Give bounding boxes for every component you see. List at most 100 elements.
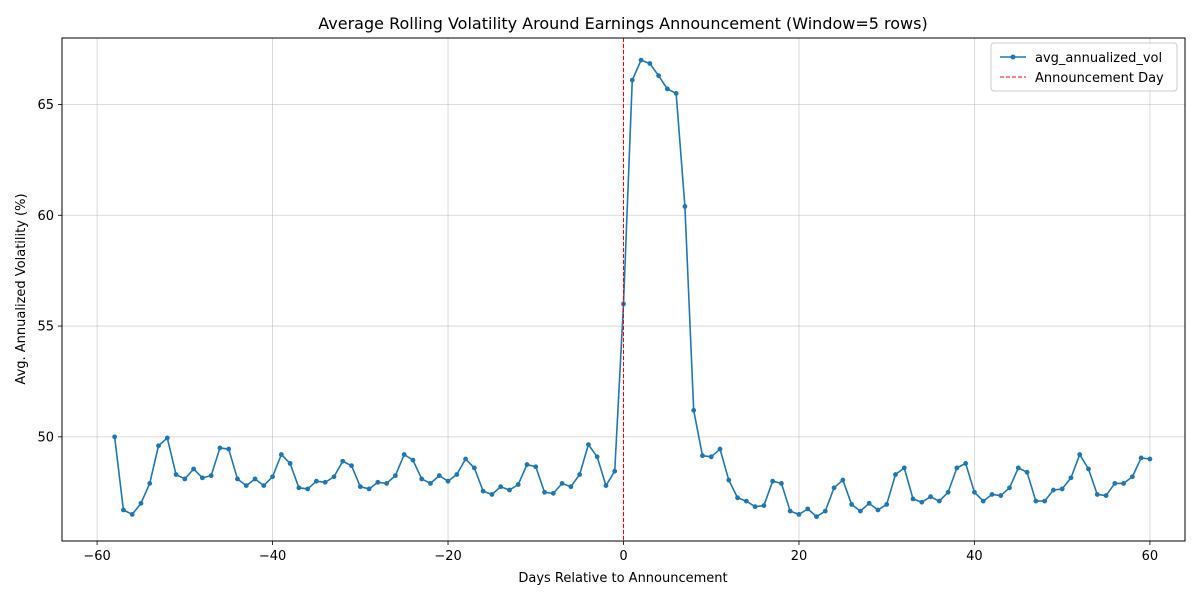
data-point	[647, 61, 653, 66]
data-point	[182, 476, 188, 482]
data-point	[726, 477, 732, 483]
y-tick-label: 55	[37, 320, 54, 335]
y-tick-label: 60	[37, 209, 54, 224]
data-point	[261, 483, 267, 488]
x-axis-label: Days Relative to Announcement	[518, 571, 727, 586]
data-point	[717, 446, 723, 452]
legend-label-announcement: Announcement Day	[1035, 71, 1164, 86]
data-point	[893, 472, 898, 477]
data-point	[708, 454, 714, 460]
data-point	[779, 480, 784, 486]
data-point	[664, 86, 670, 92]
data-point	[849, 502, 855, 507]
data-point	[428, 480, 433, 486]
data-point	[384, 480, 390, 486]
data-point	[1121, 480, 1126, 486]
plot-area	[112, 38, 1153, 541]
data-point	[226, 446, 232, 452]
data-point	[550, 490, 556, 496]
data-point	[936, 498, 942, 504]
data-point	[735, 495, 740, 501]
data-point	[1024, 469, 1030, 475]
data-point	[243, 483, 249, 488]
data-point	[814, 514, 819, 520]
data-point	[1112, 480, 1118, 486]
data-point	[743, 498, 749, 504]
data-point	[594, 454, 600, 460]
data-point	[963, 461, 969, 466]
data-point	[629, 77, 635, 83]
data-point	[533, 464, 539, 470]
data-point	[296, 485, 302, 491]
data-point	[287, 461, 293, 466]
plot-frame	[61, 37, 1186, 542]
data-point	[954, 465, 960, 471]
data-point	[919, 499, 925, 505]
data-point	[1033, 498, 1039, 504]
data-point	[252, 476, 258, 482]
x-tick-label: −60	[83, 549, 110, 564]
data-point	[805, 506, 811, 512]
data-point	[489, 492, 495, 497]
data-point	[340, 458, 346, 464]
series-line	[113, 59, 1151, 518]
data-point	[112, 434, 118, 440]
data-point	[901, 465, 907, 471]
data-point	[498, 484, 504, 490]
data-point	[1007, 485, 1012, 491]
data-point	[822, 508, 828, 514]
data-point	[1094, 492, 1100, 497]
legend: avg_annualized_vol Announcement Day	[990, 42, 1178, 92]
data-point	[278, 452, 284, 457]
data-point	[1051, 487, 1056, 493]
data-point	[199, 475, 205, 481]
data-point	[603, 483, 609, 488]
x-tick-label: 40	[966, 549, 983, 564]
data-point	[682, 204, 688, 209]
data-point	[436, 473, 442, 479]
data-point	[401, 452, 407, 457]
data-point	[191, 466, 197, 472]
data-point	[787, 508, 793, 514]
data-point	[998, 493, 1004, 498]
data-point	[1059, 486, 1065, 492]
data-point	[129, 512, 135, 517]
data-point	[419, 476, 425, 482]
data-point	[1129, 474, 1135, 480]
data-point	[524, 462, 530, 467]
data-point	[366, 486, 372, 492]
data-point	[586, 442, 591, 448]
x-tick-label: 60	[1142, 549, 1159, 564]
data-point	[454, 472, 460, 477]
data-point	[910, 496, 916, 502]
data-point	[392, 473, 398, 479]
data-point	[1015, 465, 1021, 471]
data-point	[796, 512, 802, 517]
y-tick-label: 50	[37, 430, 54, 445]
data-point	[673, 91, 679, 96]
y-tick-label: 65	[37, 98, 54, 113]
data-point	[507, 487, 512, 493]
data-point	[656, 73, 661, 79]
data-point	[208, 473, 214, 479]
data-point	[331, 474, 337, 480]
data-point	[375, 479, 381, 485]
data-point	[884, 502, 890, 507]
data-point	[840, 477, 846, 483]
data-point	[480, 488, 486, 494]
data-point	[770, 478, 776, 484]
legend-box	[990, 42, 1178, 92]
data-point	[857, 508, 863, 514]
data-point	[515, 482, 521, 487]
data-point	[945, 489, 951, 495]
axis-ticks: −60 −40 −20 0 20 40 60 50 55 60 65	[37, 98, 1158, 564]
data-point	[410, 457, 416, 463]
data-point	[217, 445, 223, 451]
data-point	[875, 507, 881, 513]
data-point	[121, 507, 126, 513]
legend-label-series: avg_annualized_vol	[1035, 51, 1162, 66]
data-point	[235, 476, 240, 482]
data-point	[357, 484, 363, 490]
x-tick-label: 20	[791, 549, 808, 564]
